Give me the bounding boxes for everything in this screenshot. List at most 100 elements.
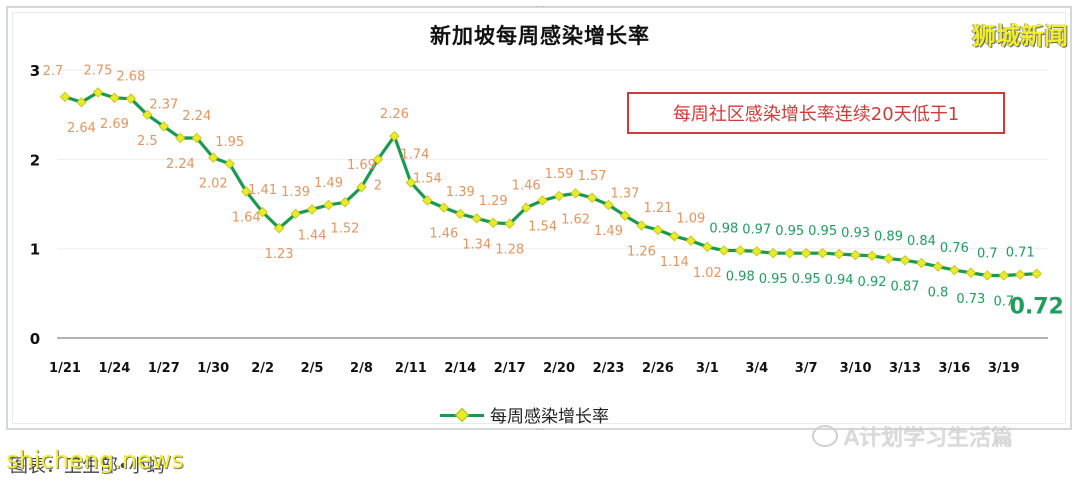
data-label: 1.14 [660, 255, 689, 270]
data-label: 0.95 [759, 272, 788, 287]
data-label: 0.8 [928, 286, 949, 301]
data-point-marker [899, 255, 911, 266]
data-point-marker [455, 208, 466, 220]
wechat-account-watermark: A计划学习生活篇 [812, 420, 1013, 452]
x-tick-label: 1/21 [49, 361, 81, 376]
data-point-marker [125, 93, 137, 104]
y-tick-label: 3 [30, 62, 40, 80]
data-point-marker [488, 217, 499, 228]
data-point-marker [949, 264, 960, 276]
data-label: 1.26 [627, 244, 656, 259]
data-label: 1.52 [331, 221, 360, 236]
data-point-marker [1031, 268, 1042, 279]
data-label: 2.69 [100, 117, 129, 132]
x-tick-label: 2/14 [444, 361, 476, 376]
wechat-account-name: A计划学习生活篇 [844, 426, 1014, 451]
line-chart: 0 1 2 3 1/21 1/24 1/27 1/30 2/2 2/5 2/8 2/11 2/14 2/1… [30, 62, 1064, 376]
data-label: 1.39 [446, 185, 475, 200]
data-label: 1.37 [611, 187, 640, 202]
x-tick-label: 1/30 [197, 361, 229, 376]
data-point-marker [784, 247, 795, 259]
data-label: 1.29 [479, 194, 508, 209]
x-tick-label: 1/27 [148, 361, 180, 376]
data-label: 1.49 [314, 176, 343, 191]
data-point-marker [998, 270, 1009, 281]
data-point-marker [553, 190, 565, 202]
y-tick-label: 1 [30, 241, 40, 259]
x-tick-label: 2/20 [543, 361, 575, 376]
data-point-marker [932, 261, 944, 272]
data-label: 1.21 [643, 201, 672, 216]
data-point-marker [208, 152, 219, 163]
data-label: 0.98 [709, 221, 738, 236]
chart-legend: 每周感染增长率 [440, 402, 609, 427]
data-label: 2.75 [83, 63, 112, 78]
data-point-marker [241, 186, 252, 197]
data-point-marker [290, 208, 301, 220]
data-label: 1.09 [676, 212, 705, 227]
data-label: 0.73 [956, 292, 985, 307]
data-point-marker [866, 250, 878, 262]
data-point-marker [323, 199, 334, 211]
data-point-marker [356, 181, 367, 193]
data-point-marker [982, 270, 993, 281]
y-tick-label: 2 [30, 151, 40, 169]
data-point-marker [883, 253, 894, 264]
data-label: 1.62 [561, 212, 590, 227]
x-tick-label: 2/5 [301, 361, 324, 376]
data-label: 2 [374, 178, 382, 193]
data-point-marker [570, 188, 581, 199]
data-point-marker [59, 91, 71, 103]
data-point-marker [405, 177, 417, 188]
data-point-marker [438, 202, 449, 213]
data-point-marker [306, 204, 318, 215]
data-label: 0.95 [792, 272, 821, 287]
x-tick-label: 3/7 [795, 361, 818, 376]
data-label: 0.95 [775, 224, 804, 239]
data-label: 1.49 [594, 224, 623, 239]
data-point-marker [751, 246, 762, 257]
data-point-marker [833, 248, 845, 260]
resize-handle-top[interactable]: ···· [535, 3, 545, 11]
data-point-marker [142, 109, 153, 120]
data-label: 0.72 [1010, 295, 1064, 320]
x-tick-label: 3/13 [889, 361, 921, 376]
x-tick-label: 2/26 [642, 361, 674, 376]
x-tick-label: 3/4 [745, 361, 768, 376]
data-label: 0.87 [890, 279, 919, 294]
data-label: 2.7 [43, 64, 64, 79]
data-point-marker [537, 195, 548, 206]
callout-box: 每周社区感染增长率连续20天低于1 [627, 92, 1005, 134]
data-point-marker [817, 247, 828, 259]
data-label: 0.95 [808, 224, 837, 239]
data-label: 1.54 [413, 171, 442, 186]
data-point-marker [1015, 269, 1026, 280]
x-tick-label: 3/1 [696, 361, 719, 376]
data-point-marker [916, 257, 927, 269]
x-tick-label: 1/24 [98, 361, 130, 376]
data-point-marker [109, 92, 120, 103]
data-point-marker [92, 87, 104, 98]
data-label: 1.46 [512, 179, 541, 194]
data-label: 0.71 [1006, 246, 1035, 261]
data-label: 1.57 [578, 169, 607, 184]
data-point-marker [702, 241, 713, 253]
data-label: 1.41 [248, 183, 277, 198]
x-tick-label: 3/19 [988, 361, 1020, 376]
data-point-marker [257, 206, 268, 218]
data-label: 1.23 [265, 247, 294, 262]
data-point-marker [175, 132, 186, 144]
data-label: 0.76 [940, 241, 969, 256]
data-label: 0.7 [993, 294, 1014, 309]
x-tick-label: 2/23 [593, 361, 625, 376]
resize-handle-bottom[interactable]: ···· [535, 426, 545, 434]
data-label: 2.24 [166, 157, 195, 172]
data-point-marker [504, 218, 515, 229]
legend-label: 每周感染增长率 [490, 407, 609, 427]
data-label: 0.94 [825, 273, 854, 288]
data-label: 1.34 [462, 237, 491, 252]
x-tick-label: 2/11 [395, 361, 427, 376]
data-label: 0.93 [841, 226, 870, 241]
data-point-marker [471, 213, 482, 224]
data-label: 0.97 [742, 222, 771, 237]
